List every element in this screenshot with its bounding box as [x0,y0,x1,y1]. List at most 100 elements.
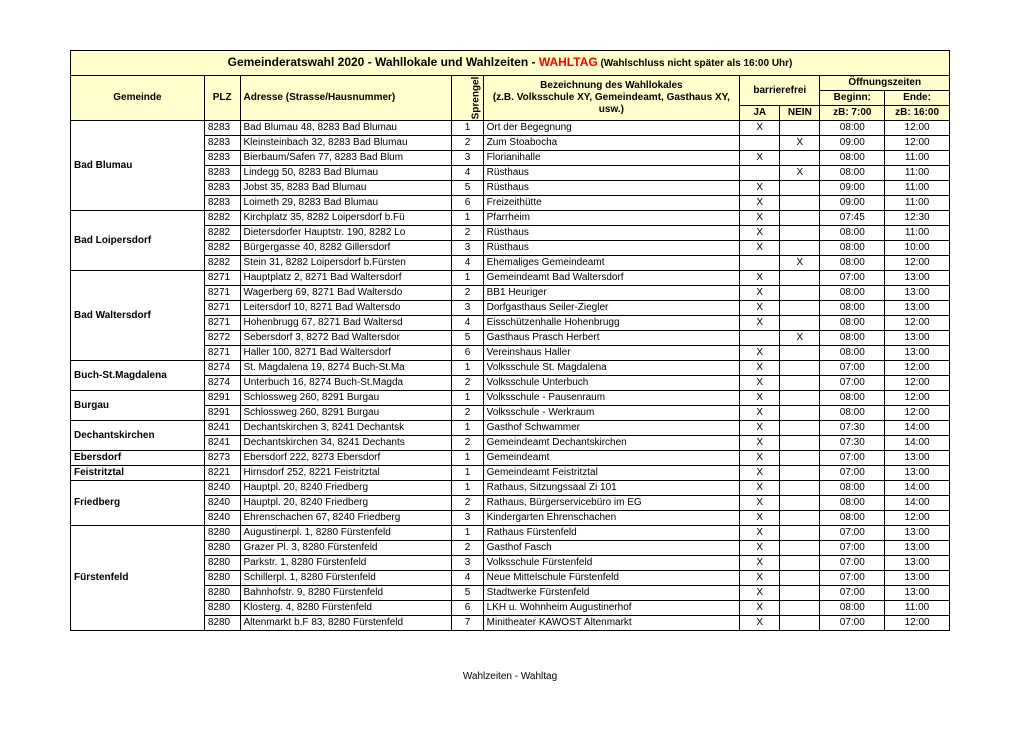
hdr-beginn: Beginn: [820,91,885,106]
hdr-ja: JA [740,106,780,121]
cell-beginn: 07:45 [820,211,885,226]
cell-plz: 8280 [204,601,240,616]
cell-ja: X [740,466,780,481]
cell-adresse: Parkstr. 1, 8280 Fürstenfeld [240,556,452,571]
cell-beginn: 08:00 [820,121,885,136]
cell-ja: X [740,496,780,511]
table-body: Bad Blumau8283Bad Blumau 48, 8283 Bad Bl… [71,121,950,631]
cell-bezeichnung: Rathaus, Sitzungssaal Zi 101 [483,481,740,496]
hdr-bezeichnung: Bezeichnung des Wahllokales(z.B. Volkssc… [483,76,740,121]
cell-adresse: Ehrenschachen 67, 8240 Friedberg [240,511,452,526]
cell-bezeichnung: Minitheater KAWOST Altenmarkt [483,616,740,631]
cell-plz: 8271 [204,286,240,301]
cell-nein [780,541,820,556]
cell-ende: 12:00 [885,391,950,406]
cell-bezeichnung: Gasthof Schwammer [483,421,740,436]
cell-ja: X [740,526,780,541]
cell-sprengel: 3 [452,151,483,166]
cell-bezeichnung: Florianihalle [483,151,740,166]
cell-beginn: 09:00 [820,181,885,196]
cell-adresse: Kirchplatz 35, 8282 Loipersdorf b.Fü [240,211,452,226]
cell-adresse: Bad Blumau 48, 8283 Bad Blumau [240,121,452,136]
cell-bezeichnung: Volksschule - Werkraum [483,406,740,421]
cell-nein [780,526,820,541]
cell-sprengel: 2 [452,226,483,241]
cell-beginn: 08:00 [820,151,885,166]
hdr-plz: PLZ [204,76,240,121]
cell-bezeichnung: Rüsthaus [483,166,740,181]
cell-ende: 11:00 [885,166,950,181]
cell-beginn: 07:30 [820,436,885,451]
cell-plz: 8274 [204,361,240,376]
cell-ja: X [740,586,780,601]
cell-ende: 13:00 [885,526,950,541]
cell-beginn: 07:00 [820,451,885,466]
cell-nein [780,271,820,286]
cell-nein [780,481,820,496]
cell-beginn: 08:00 [820,331,885,346]
cell-sprengel: 4 [452,316,483,331]
cell-adresse: Leitersdorf 10, 8271 Bad Waltersdo [240,301,452,316]
cell-nein [780,121,820,136]
cell-bezeichnung: Rüsthaus [483,226,740,241]
cell-nein [780,301,820,316]
cell-plz: 8280 [204,526,240,541]
table-row: Feistritztal8221Hirnsdorf 252, 8221 Feis… [71,466,950,481]
table-row: Friedberg8240Hauptpl. 20, 8240 Friedberg… [71,481,950,496]
cell-adresse: Hohenbrugg 67, 8271 Bad Waltersd [240,316,452,331]
title-suffix: (Wahlschluss nicht später als 16:00 Uhr) [598,58,793,69]
cell-ja: X [740,211,780,226]
cell-nein [780,226,820,241]
cell-beginn: 07:00 [820,541,885,556]
cell-ja: X [740,436,780,451]
cell-gemeinde: Bad Loipersdorf [71,211,205,271]
title-cell: Gemeinderatswahl 2020 - Wahllokale und W… [71,51,950,76]
cell-adresse: Dechantskirchen 3, 8241 Dechantsk [240,421,452,436]
cell-sprengel: 7 [452,616,483,631]
cell-ende: 11:00 [885,181,950,196]
cell-ende: 13:00 [885,271,950,286]
cell-adresse: Schlossweg 260, 8291 Burgau [240,391,452,406]
cell-bezeichnung: Vereinshaus Haller [483,346,740,361]
cell-bezeichnung: Freizeithütte [483,196,740,211]
cell-nein: X [780,166,820,181]
cell-plz: 8273 [204,451,240,466]
cell-gemeinde: Feistritztal [71,466,205,481]
cell-bezeichnung: Gemeindeamt Dechantskirchen [483,436,740,451]
cell-ja: X [740,181,780,196]
cell-beginn: 07:00 [820,271,885,286]
cell-bezeichnung: Volksschule - Pausenraum [483,391,740,406]
cell-ende: 11:00 [885,226,950,241]
cell-beginn: 08:00 [820,316,885,331]
cell-sprengel: 5 [452,586,483,601]
cell-beginn: 08:00 [820,166,885,181]
cell-adresse: Unterbuch 16, 8274 Buch-St.Magda [240,376,452,391]
cell-nein [780,346,820,361]
cell-adresse: Bürgergasse 40, 8282 Gillersdorf [240,241,452,256]
cell-sprengel: 6 [452,601,483,616]
cell-plz: 8283 [204,121,240,136]
cell-bezeichnung: Dorfgasthaus Seiler-Ziegler [483,301,740,316]
cell-sprengel: 1 [452,421,483,436]
cell-adresse: Sebersdorf 3, 8272 Bad Waltersdor [240,331,452,346]
cell-sprengel: 5 [452,181,483,196]
cell-ja: X [740,556,780,571]
cell-adresse: Altenmarkt b.F 83, 8280 Fürstenfeld [240,616,452,631]
cell-adresse: Loimeth 29, 8283 Bad Blumau [240,196,452,211]
cell-sprengel: 2 [452,286,483,301]
cell-plz: 8291 [204,406,240,421]
cell-ja: X [740,151,780,166]
cell-beginn: 08:00 [820,406,885,421]
cell-gemeinde: Friedberg [71,481,205,526]
cell-nein [780,556,820,571]
cell-ja: X [740,346,780,361]
cell-ja: X [740,301,780,316]
cell-sprengel: 6 [452,346,483,361]
cell-beginn: 08:00 [820,241,885,256]
cell-nein [780,406,820,421]
cell-ende: 13:00 [885,556,950,571]
cell-ja: X [740,511,780,526]
cell-ja: X [740,481,780,496]
hdr-gemeinde: Gemeinde [71,76,205,121]
cell-nein [780,196,820,211]
